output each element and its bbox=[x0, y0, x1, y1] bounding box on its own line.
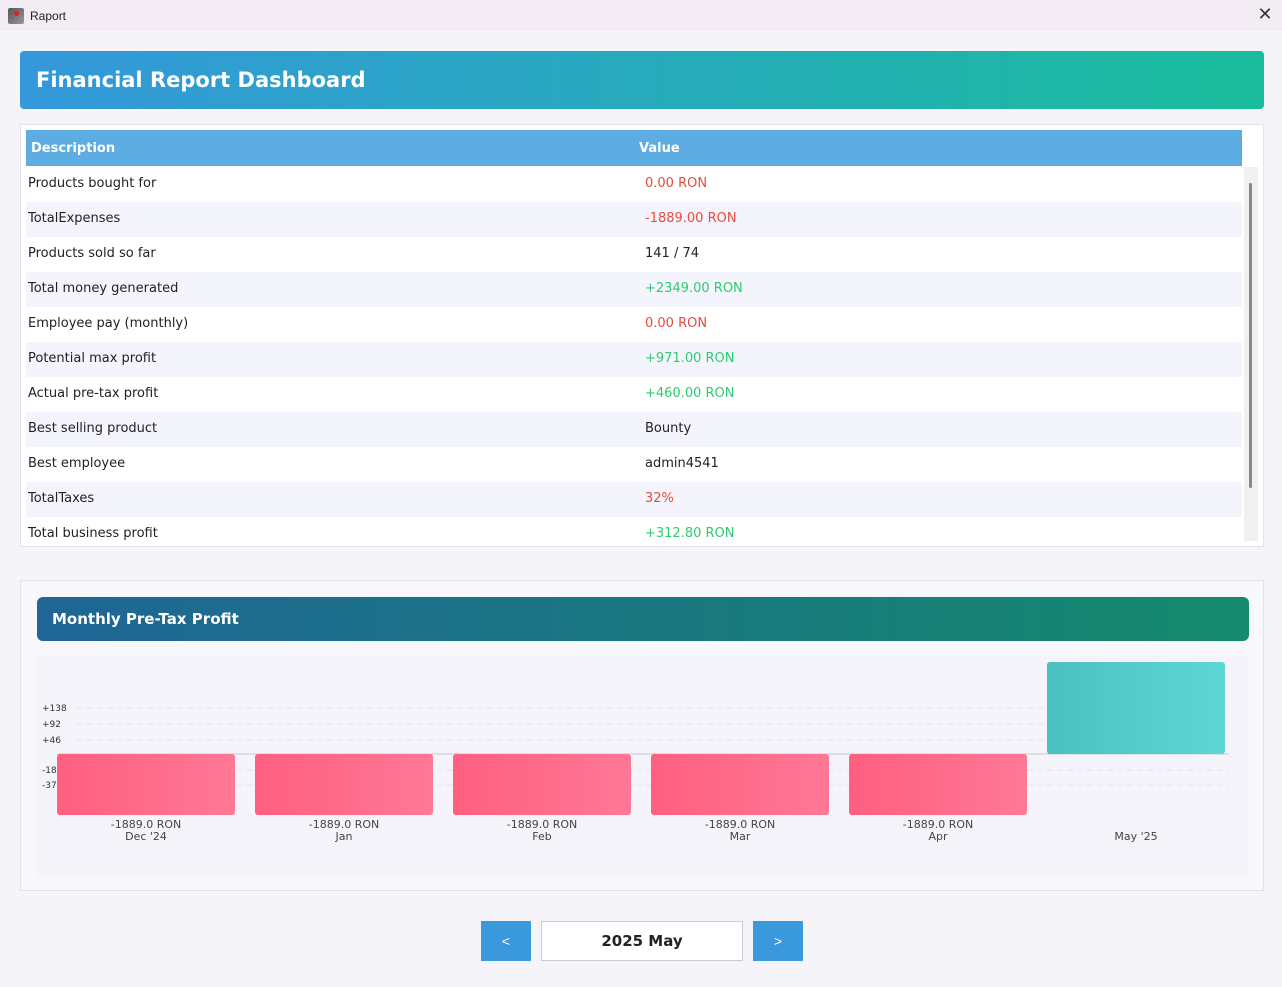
bar bbox=[453, 754, 631, 815]
x-category-label: Feb bbox=[532, 830, 551, 843]
y-tick-label: +138 bbox=[42, 704, 67, 714]
table-row: Total money generated +2349.00 RON bbox=[26, 272, 1242, 307]
table-row: Products sold so far 141 / 74 bbox=[26, 237, 1242, 272]
bar-value-label: -1889.0 RON bbox=[705, 818, 776, 831]
table-row: TotalExpenses -1889.00 RON bbox=[26, 202, 1242, 237]
current-month-display: 2025 May bbox=[541, 921, 743, 961]
table-row: Employee pay (monthly) 0.00 RON bbox=[26, 307, 1242, 342]
row-value: +971.00 RON bbox=[645, 351, 735, 366]
row-value: +460.00 RON bbox=[645, 386, 735, 401]
column-header-value: Value bbox=[639, 141, 680, 156]
table-row: Actual pre-tax profit +460.00 RON bbox=[26, 377, 1242, 412]
table-scrollbar[interactable] bbox=[1244, 167, 1258, 541]
row-description: Employee pay (monthly) bbox=[28, 316, 189, 331]
bar bbox=[849, 754, 1027, 815]
table-header: Description Value bbox=[26, 130, 1242, 166]
row-description: Actual pre-tax profit bbox=[28, 386, 159, 401]
bar-value-label: -1889.0 RON bbox=[309, 818, 380, 831]
table-row: Best employee admin4541 bbox=[26, 447, 1242, 482]
row-description: Potential max profit bbox=[28, 351, 157, 366]
table-row: TotalTaxes 32% bbox=[26, 482, 1242, 517]
row-description: Total business profit bbox=[28, 526, 158, 541]
scrollbar-thumb[interactable] bbox=[1249, 183, 1252, 488]
row-value: +312.80 RON bbox=[645, 526, 735, 541]
x-category-label: May '25 bbox=[1114, 830, 1157, 843]
bar-value-label: -1889.0 RON bbox=[903, 818, 974, 831]
bar bbox=[651, 754, 829, 815]
table-row: Best selling product Bounty bbox=[26, 412, 1242, 447]
next-month-button[interactable]: > bbox=[753, 921, 803, 961]
row-description: TotalTaxes bbox=[28, 491, 95, 506]
page-title: Financial Report Dashboard bbox=[20, 51, 1264, 109]
y-tick-label: -189 bbox=[42, 766, 63, 776]
row-value: 0.00 RON bbox=[645, 316, 708, 331]
bar-value-label: -1889.0 RON bbox=[507, 818, 578, 831]
close-icon[interactable]: ✕ bbox=[1257, 4, 1273, 25]
x-category-label: Dec '24 bbox=[125, 830, 167, 843]
x-category-label: Apr bbox=[928, 830, 948, 843]
bar bbox=[57, 754, 235, 815]
row-description: Best selling product bbox=[28, 421, 158, 436]
row-description: Total money generated bbox=[28, 281, 179, 296]
bar bbox=[1047, 662, 1225, 754]
bar bbox=[255, 754, 433, 815]
chart-panel: Monthly Pre-Tax Profit +138 +92 +46 -189 -37… bbox=[20, 580, 1264, 891]
row-value: 141 / 74 bbox=[645, 246, 699, 261]
window-title: Raport bbox=[30, 8, 67, 23]
row-value: -1889.00 RON bbox=[645, 211, 737, 226]
column-header-description: Description bbox=[31, 141, 116, 156]
previous-month-button[interactable]: < bbox=[481, 921, 531, 961]
row-description: Products sold so far bbox=[28, 246, 156, 261]
table-row: Potential max profit +971.00 RON bbox=[26, 342, 1242, 377]
x-category-label: Mar bbox=[730, 830, 751, 843]
x-category-label: Jan bbox=[335, 830, 353, 843]
table-row: Total business profit +312.80 RON bbox=[26, 517, 1242, 546]
bar-value-label: -1889.0 RON bbox=[111, 818, 182, 831]
app-icon bbox=[8, 7, 24, 24]
table-row: Products bought for 0.00 RON bbox=[26, 167, 1242, 202]
y-tick-label: +92 bbox=[42, 720, 61, 730]
row-description: Products bought for bbox=[28, 176, 157, 191]
row-value: admin4541 bbox=[645, 456, 719, 471]
y-tick-label: +46 bbox=[42, 736, 61, 746]
row-value: Bounty bbox=[645, 421, 692, 436]
row-value: 0.00 RON bbox=[645, 176, 708, 191]
row-value: +2349.00 RON bbox=[645, 281, 743, 296]
row-description: TotalExpenses bbox=[28, 211, 121, 226]
report-table: Description Value Products bought for 0.0… bbox=[20, 124, 1264, 547]
title-bar: Raport ✕ bbox=[0, 0, 1282, 31]
chart-area: +138 +92 +46 -189 -378 -1889.0 RON Dec '24 -188… bbox=[37, 656, 1249, 876]
chart-title: Monthly Pre-Tax Profit bbox=[37, 597, 1249, 641]
row-description: Best employee bbox=[28, 456, 126, 471]
row-value: 32% bbox=[645, 491, 674, 506]
y-tick-label: -378 bbox=[42, 781, 63, 791]
